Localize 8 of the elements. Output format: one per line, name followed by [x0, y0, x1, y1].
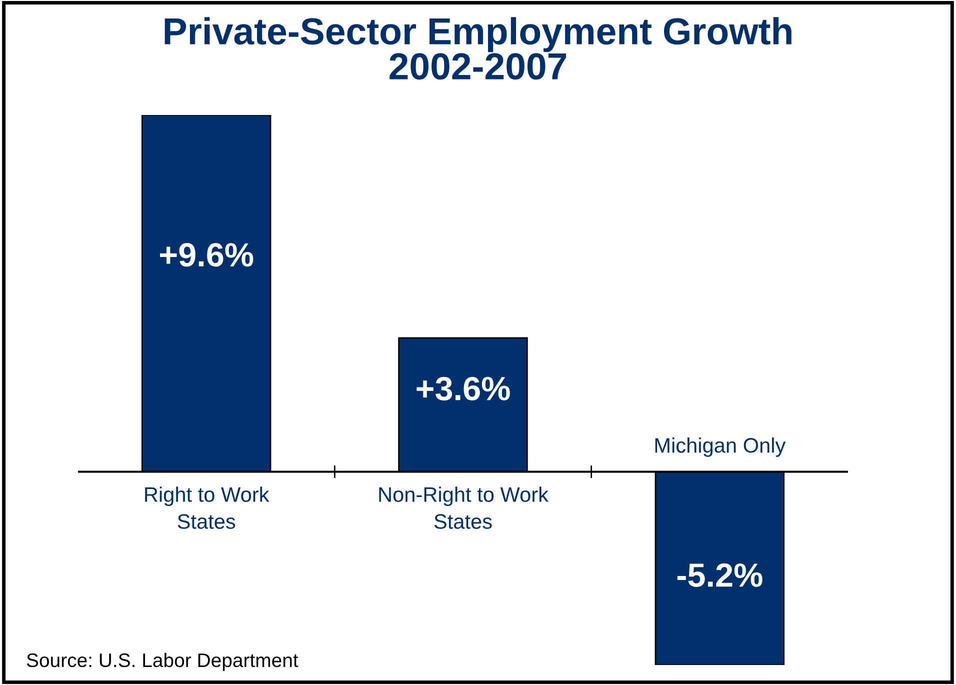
annotation: Source: U.S. Labor Department — [26, 652, 298, 671]
x-tick-label: Michigan Only — [655, 437, 786, 457]
data-label: +3.6% — [416, 376, 510, 400]
data-label: +9.6% — [160, 243, 254, 267]
data-label: -5.2% — [677, 563, 762, 587]
chart-title: Private-Sector Employment Growth 2002-2007 — [164, 17, 792, 80]
x-tick-label: Right to Work States — [145, 486, 270, 529]
x-tick-label: Non-Right to Work States — [379, 486, 549, 529]
